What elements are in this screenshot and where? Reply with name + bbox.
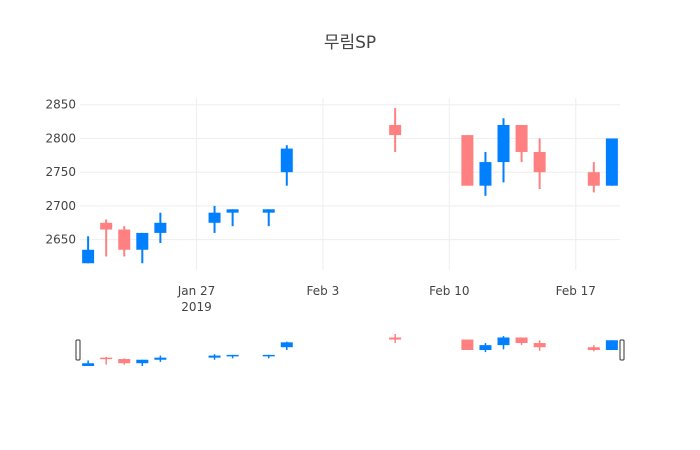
candle bbox=[262, 209, 275, 227]
candle bbox=[587, 162, 600, 193]
candle bbox=[497, 118, 510, 183]
slider-candle-body bbox=[226, 354, 239, 357]
candle-body bbox=[154, 222, 167, 233]
candle bbox=[136, 232, 149, 264]
candle bbox=[389, 108, 402, 152]
candle bbox=[118, 226, 131, 257]
y-tick-label: 2750 bbox=[45, 165, 76, 179]
x-tick-label: Feb 17 bbox=[556, 284, 596, 298]
candle-body bbox=[479, 162, 492, 186]
candle bbox=[280, 145, 293, 186]
slider-candle bbox=[118, 358, 131, 365]
slider-candle bbox=[226, 354, 239, 359]
candle bbox=[515, 124, 528, 163]
slider-candle-body bbox=[515, 337, 528, 344]
slider-candle-body bbox=[82, 363, 95, 366]
slider-candle-body bbox=[497, 337, 510, 346]
slider-candle-body bbox=[479, 345, 492, 350]
slider-candle bbox=[389, 334, 402, 344]
candle-body bbox=[262, 209, 275, 213]
slider-candle bbox=[262, 354, 275, 359]
y-tick-label: 2850 bbox=[45, 98, 76, 112]
slider-candle bbox=[497, 336, 510, 350]
candle-body bbox=[605, 138, 618, 186]
grid bbox=[80, 98, 620, 270]
slider-candle bbox=[100, 356, 113, 365]
range-slider[interactable] bbox=[75, 334, 625, 366]
candle-body bbox=[118, 229, 131, 250]
candle bbox=[82, 236, 95, 264]
slider-candle-body bbox=[461, 339, 474, 350]
slider-candle-body bbox=[262, 354, 275, 357]
candle-body bbox=[533, 151, 546, 173]
candle bbox=[226, 209, 239, 227]
range-slider-left-handle[interactable] bbox=[75, 339, 81, 361]
candle bbox=[154, 212, 167, 244]
y-axis-ticks: 2650 2700 2750 2800 2850 bbox=[45, 98, 76, 247]
candle bbox=[461, 135, 474, 186]
x-axis-ticks: Jan 27 2019 Feb 3 Feb 10 Feb 17 bbox=[177, 284, 596, 314]
candle-body bbox=[208, 212, 221, 223]
slider-candle bbox=[208, 354, 221, 360]
candle-body bbox=[136, 232, 149, 250]
slider-candle-body bbox=[605, 340, 618, 350]
slider-candle-body bbox=[389, 337, 402, 340]
slider-candle bbox=[136, 359, 149, 366]
y-tick-label: 2800 bbox=[45, 131, 76, 145]
candle bbox=[208, 205, 221, 233]
slider-candle bbox=[479, 343, 492, 353]
slider-candle-body bbox=[587, 347, 600, 350]
slider-candle bbox=[154, 355, 167, 362]
slider-candle bbox=[605, 340, 618, 350]
y-tick-label: 2650 bbox=[45, 233, 76, 247]
candle-body bbox=[461, 135, 474, 186]
slider-candle-body bbox=[533, 343, 546, 348]
slider-candle bbox=[82, 360, 95, 366]
slider-candle-body bbox=[100, 357, 113, 360]
candle-body bbox=[389, 124, 402, 136]
slider-candle bbox=[515, 337, 528, 346]
candles bbox=[82, 108, 618, 264]
chart-title: 무림SP bbox=[324, 33, 376, 53]
candle-body bbox=[226, 209, 239, 213]
slider-candle bbox=[280, 341, 293, 350]
candle-body bbox=[587, 172, 600, 186]
slider-candle bbox=[587, 345, 600, 352]
candle bbox=[605, 138, 618, 186]
slider-candle bbox=[461, 339, 474, 350]
slider-candle bbox=[533, 340, 546, 351]
range-slider-right-handle[interactable] bbox=[619, 339, 625, 361]
y-tick-label: 2700 bbox=[45, 199, 76, 213]
candle-body bbox=[280, 148, 293, 173]
x-tick-label: Feb 10 bbox=[429, 284, 469, 298]
slider-candle-body bbox=[280, 342, 293, 348]
candle bbox=[533, 138, 546, 190]
slider-candle-body bbox=[136, 359, 149, 364]
candle bbox=[100, 219, 113, 257]
candle bbox=[479, 151, 492, 196]
candle-body bbox=[100, 222, 113, 230]
x-tick-label: Feb 3 bbox=[307, 284, 340, 298]
x-tick-label: Jan 27 bbox=[177, 284, 216, 298]
candle-body bbox=[82, 249, 95, 264]
slider-candle-body bbox=[208, 355, 221, 358]
x-tick-year-label: 2019 bbox=[181, 300, 212, 314]
slider-candle-body bbox=[154, 357, 167, 360]
candle-body bbox=[497, 124, 510, 163]
slider-candle-body bbox=[118, 359, 131, 364]
candle-body bbox=[515, 124, 528, 152]
